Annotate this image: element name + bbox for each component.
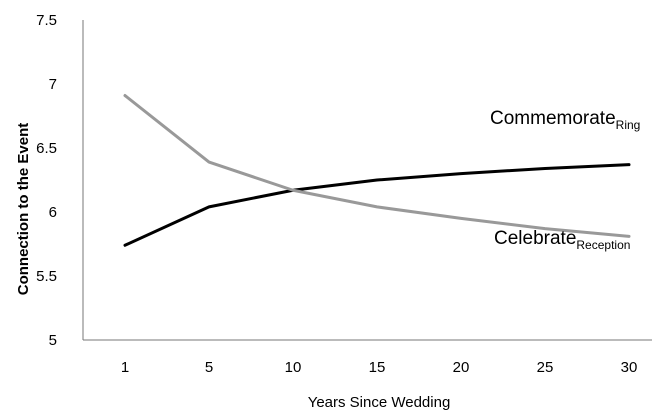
series-lines (123, 94, 631, 247)
y-tick-label: 5.5 (36, 268, 57, 285)
x-axis-ticks: 1 5 10 15 20 25 30 (121, 359, 638, 376)
chart-axes (82, 20, 652, 341)
y-axis-title: Connection to the Event (15, 123, 32, 296)
series-labels: CommemorateRing CelebrateReception (490, 108, 640, 252)
x-axis-title: Years Since Wedding (308, 394, 451, 411)
y-tick-label: 6 (49, 204, 57, 221)
x-tick-label: 20 (453, 359, 470, 376)
y-tick-label: 6.5 (36, 140, 57, 157)
series-label-commemorate: CommemorateRing (490, 108, 640, 132)
x-tick-label: 10 (285, 359, 302, 376)
x-tick-label: 30 (621, 359, 638, 376)
y-tick-label: 5 (49, 332, 57, 349)
y-tick-label: 7.5 (36, 12, 57, 29)
series-label-celebrate: CelebrateReception (494, 228, 630, 252)
x-tick-label: 5 (205, 359, 213, 376)
x-tick-label: 15 (369, 359, 386, 376)
x-tick-label: 1 (121, 359, 129, 376)
x-tick-label: 25 (537, 359, 554, 376)
y-axis-ticks: 5 5.5 6 6.5 7 7.5 (36, 12, 57, 349)
y-tick-label: 7 (49, 76, 57, 93)
